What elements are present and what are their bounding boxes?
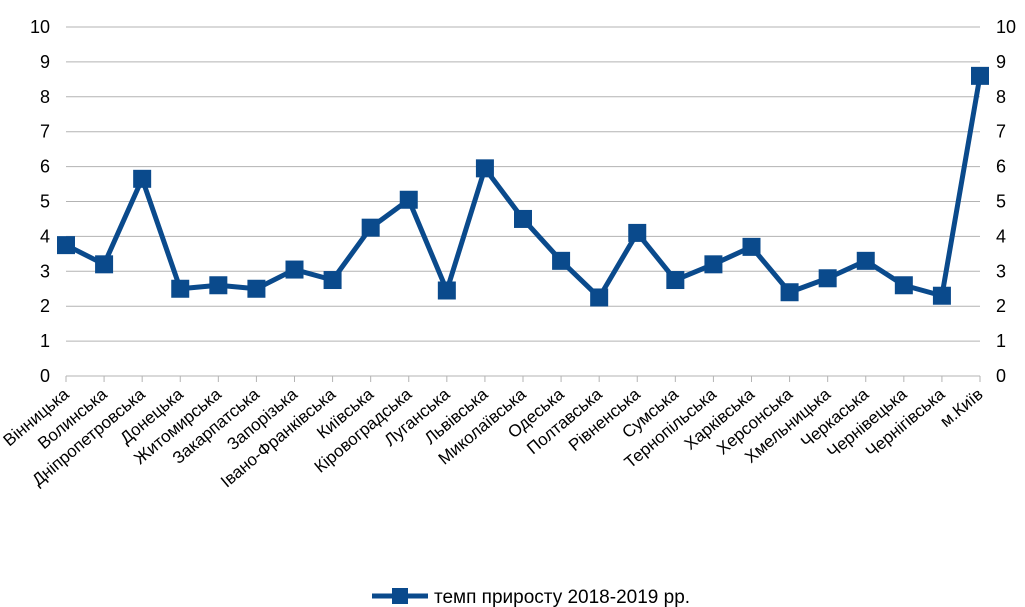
y-tick-label-left: 0	[40, 366, 50, 386]
data-point-marker	[361, 218, 380, 237]
y-tick-label-left: 10	[30, 17, 50, 37]
y-tick-label-right: 3	[996, 261, 1006, 281]
y-tick-label-right: 2	[996, 296, 1006, 316]
data-point-marker	[95, 255, 114, 274]
legend: темп приросту 2018-2019 рр.	[372, 587, 690, 607]
data-point-marker	[742, 237, 761, 256]
y-tick-label-right: 8	[996, 87, 1006, 107]
y-tick-label-left: 4	[40, 226, 50, 246]
data-point-marker	[57, 236, 75, 255]
y-tick-label-right: 1	[996, 331, 1006, 351]
data-point-marker	[666, 271, 685, 290]
data-series	[57, 66, 989, 307]
y-tick-label-left: 6	[40, 157, 50, 177]
legend-label: темп приросту 2018-2019 рр.	[434, 587, 690, 607]
y-tick-label-left: 8	[40, 87, 50, 107]
data-point-marker	[780, 283, 799, 302]
legend-marker-symbol	[392, 588, 408, 604]
data-point-marker	[704, 255, 723, 274]
y-axis-left-ticks: 0 1 2 3 4 5 6 7 8 9 10	[30, 17, 50, 386]
y-tick-label-left: 3	[40, 261, 50, 281]
series-line	[64, 75, 983, 300]
x-axis-category-labels: ВінницькаВолинськаДніпропетровськаДонець…	[0, 384, 987, 491]
y-tick-label-right: 9	[996, 52, 1006, 72]
data-point-marker	[437, 281, 456, 300]
data-point-marker	[209, 276, 228, 295]
data-point-marker	[971, 66, 989, 85]
x-category-label: м.Київ	[936, 385, 986, 431]
data-point-marker	[247, 279, 266, 298]
gridlines	[66, 26, 980, 377]
y-axis-right-ticks: 0 1 2 3 4 5 6 7 8 9 10	[996, 17, 1016, 386]
y-tick-label-right: 0	[996, 366, 1006, 386]
data-point-marker	[285, 260, 304, 279]
y-tick-label-left: 1	[40, 331, 50, 351]
y-tick-label-right: 4	[996, 226, 1006, 246]
y-tick-label-left: 2	[40, 296, 50, 316]
y-tick-label-left: 5	[40, 192, 50, 212]
data-point-marker	[856, 251, 875, 270]
y-tick-label-left: 9	[40, 52, 50, 72]
data-point-marker	[818, 269, 837, 288]
data-point-marker	[590, 288, 609, 307]
data-point-marker	[399, 190, 418, 209]
data-point-marker	[932, 286, 951, 305]
data-point-marker	[628, 223, 647, 242]
data-point-marker	[552, 251, 571, 270]
y-tick-label-right: 5	[996, 192, 1006, 212]
axes	[65, 375, 981, 382]
y-tick-label-right: 7	[996, 122, 1006, 142]
y-tick-label-right: 6	[996, 157, 1006, 177]
data-point-marker	[171, 279, 190, 298]
y-tick-label-left: 7	[40, 122, 50, 142]
data-point-marker	[133, 169, 152, 188]
data-point-marker	[514, 209, 532, 228]
data-point-marker	[475, 159, 494, 178]
data-point-marker	[323, 271, 342, 290]
y-tick-label-right: 10	[996, 17, 1016, 37]
data-point-marker	[894, 276, 913, 295]
